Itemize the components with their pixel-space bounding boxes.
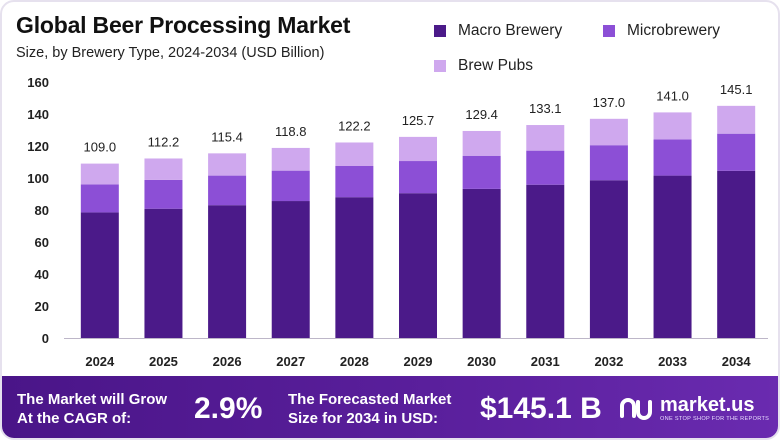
bar-segment-macro-brewery	[462, 188, 501, 338]
y-tick-label: 140	[27, 107, 49, 122]
bar-segment-brew-pubs	[335, 142, 374, 166]
x-tick-label: 2027	[276, 354, 305, 369]
x-tick-label: 2028	[340, 354, 369, 369]
x-tick-label: 2032	[594, 354, 623, 369]
bar-segment-macro-brewery	[144, 208, 183, 338]
bar-segment-macro-brewery	[589, 180, 628, 338]
bar-total-label: 122.2	[338, 118, 371, 133]
bar-segment-microbrewery	[589, 145, 628, 181]
legend-swatch-pubs	[434, 60, 446, 72]
x-tick-label: 2030	[467, 354, 496, 369]
bar-segment-macro-brewery	[526, 184, 565, 338]
legend-item-macro-brewery: Macro Brewery	[434, 22, 562, 40]
y-tick-label: 100	[27, 171, 49, 186]
bar-segment-macro-brewery	[271, 201, 310, 338]
y-tick-label: 60	[35, 235, 49, 250]
footer-cagr-label-line1: The Market will Grow	[17, 391, 168, 408]
bar-total-label: 112.2	[148, 134, 180, 149]
footer-forecast-label-line1: The Forecasted Market	[288, 391, 452, 408]
x-tick-label: 2029	[404, 354, 433, 369]
x-tick-label: 2024	[85, 354, 115, 369]
logo-text: market.us	[660, 394, 755, 416]
y-tick-label: 80	[35, 203, 49, 218]
footer-cagr-value: 2.9%	[194, 392, 263, 425]
bar-segment-macro-brewery	[399, 193, 437, 338]
bar-segment-microbrewery	[208, 175, 247, 206]
chart-subtitle: Size, by Brewery Type, 2024-2034 (USD Bi…	[16, 45, 325, 61]
bar-segment-microbrewery	[80, 184, 119, 213]
bar-segment-brew-pubs	[462, 130, 501, 156]
bar-segment-microbrewery	[271, 170, 310, 202]
logo-tagline: ONE STOP SHOP FOR THE REPORTS	[660, 416, 770, 422]
bar-segment-macro-brewery	[653, 175, 692, 338]
bar-segment-brew-pubs	[399, 136, 437, 162]
footer-cagr-label-line2: At the CAGR of:	[17, 410, 132, 427]
bar-total-label: 145.1	[720, 82, 753, 97]
footer-banner: The Market will Grow At the CAGR of: 2.9…	[2, 376, 778, 438]
bar-segment-microbrewery	[144, 179, 183, 209]
bar-total-label: 109.0	[84, 140, 117, 155]
legend-label-pubs: Brew Pubs	[458, 57, 533, 74]
bar-total-label: 141.0	[656, 88, 689, 103]
bar-segment-macro-brewery	[335, 197, 374, 338]
y-tick-label: 0	[42, 331, 49, 346]
bar-segment-macro-brewery	[208, 205, 247, 338]
market-us-logo-icon	[620, 398, 652, 420]
bar-total-label: 125.7	[402, 113, 435, 128]
y-tick-label: 40	[35, 267, 49, 282]
legend-item-microbrewery: Microbrewery	[603, 22, 720, 40]
bar-segment-microbrewery	[335, 166, 374, 198]
x-tick-label: 2025	[149, 354, 178, 369]
bar-segment-brew-pubs	[589, 118, 628, 146]
stacked-bar-chart: 0 20 40 60 80 100 120 140 160 109.0 2024 112.2 2025 1…	[27, 75, 768, 369]
bar-segment-brew-pubs	[144, 158, 183, 180]
bar-segment-brew-pubs	[717, 105, 756, 134]
bar-total-label: 129.4	[465, 107, 498, 122]
footer-forecast-label-line2: Size for 2034 in USD:	[288, 410, 439, 427]
legend-swatch-micro	[603, 25, 615, 37]
x-tick-label: 2031	[531, 354, 560, 369]
legend-item-brew-pubs: Brew Pubs	[434, 57, 533, 75]
legend-swatch-macro	[434, 25, 446, 37]
bar-segment-microbrewery	[526, 150, 565, 185]
bar-total-label: 118.8	[275, 124, 307, 139]
bar-total-label: 115.4	[211, 129, 243, 144]
bar-segment-brew-pubs	[80, 163, 119, 185]
bar-segment-brew-pubs	[526, 125, 565, 151]
x-tick-label: 2033	[658, 354, 687, 369]
bar-segment-macro-brewery	[80, 212, 119, 338]
y-tick-label: 20	[35, 299, 49, 314]
x-tick-label: 2026	[213, 354, 242, 369]
bar-segment-brew-pubs	[208, 153, 247, 176]
market-us-logo: market.us ONE STOP SHOP FOR THE REPORTS	[618, 394, 778, 428]
bar-segment-microbrewery	[717, 133, 756, 171]
bar-total-label: 133.1	[529, 101, 562, 116]
bar-segment-macro-brewery	[717, 170, 756, 338]
bar-segment-brew-pubs	[653, 112, 692, 140]
footer-forecast-value: $145.1 B	[480, 392, 602, 425]
bar-segment-brew-pubs	[271, 147, 310, 171]
legend-label-macro: Macro Brewery	[458, 22, 563, 39]
bar-total-label: 137.0	[593, 95, 626, 110]
bar-segment-microbrewery	[462, 155, 501, 189]
legend-label-micro: Microbrewery	[627, 22, 721, 39]
y-tick-label: 120	[27, 139, 49, 154]
y-tick-label: 160	[27, 75, 49, 90]
x-tick-label: 2034	[722, 354, 752, 369]
chart-title: Global Beer Processing Market	[16, 12, 351, 38]
bar-segment-microbrewery	[399, 161, 437, 194]
bar-segment-microbrewery	[653, 139, 692, 176]
